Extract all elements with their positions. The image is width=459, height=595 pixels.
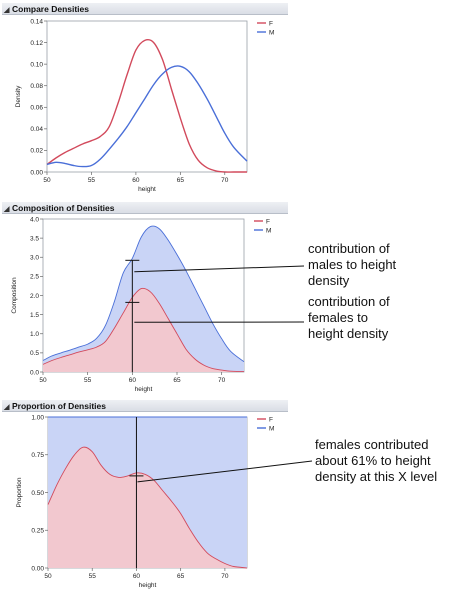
x-tick-label: 50 bbox=[43, 177, 51, 184]
y-tick-label: 1.00 bbox=[31, 414, 44, 421]
x-tick-label: 65 bbox=[177, 177, 185, 184]
y-tick-label: 0.5 bbox=[30, 350, 39, 357]
x-axis-label: height bbox=[138, 186, 156, 193]
y-tick-label: 1.0 bbox=[30, 331, 39, 338]
annotation-line: females to bbox=[308, 310, 368, 325]
x-tick-label: 55 bbox=[84, 377, 92, 384]
legend-label-M: M bbox=[266, 228, 271, 235]
x-tick-label: 60 bbox=[129, 377, 137, 384]
y-tick-label: 0.50 bbox=[31, 490, 44, 497]
y-tick-label: 0.00 bbox=[30, 169, 43, 176]
y-tick-label: 4.0 bbox=[30, 216, 39, 223]
series-line-M bbox=[46, 65, 248, 168]
annotation-line: males to height bbox=[308, 257, 397, 272]
plot-frame bbox=[46, 20, 248, 173]
annotation-females: contribution of females to height densit… bbox=[308, 294, 390, 342]
annotation-proportion: females contributed about 61% to height … bbox=[315, 437, 437, 485]
annotation-line: contribution of bbox=[308, 241, 390, 256]
y-tick-label: 1.5 bbox=[30, 312, 39, 319]
x-tick-label: 60 bbox=[133, 573, 141, 580]
x-tick-label: 70 bbox=[218, 377, 226, 384]
x-tick-label: 65 bbox=[177, 573, 185, 580]
panel-header-composition[interactable]: ◢ Composition of Densities bbox=[2, 202, 288, 214]
annotation-males: contribution of males to height density bbox=[308, 241, 396, 289]
y-axis-label: Density bbox=[15, 85, 22, 107]
annotation-line: density at this X level bbox=[315, 469, 438, 484]
x-tick-label: 50 bbox=[44, 573, 52, 580]
series-line-M bbox=[42, 225, 245, 363]
y-tick-label: 0.00 bbox=[31, 565, 44, 572]
callout-line-males bbox=[134, 265, 305, 273]
x-tick-label: 70 bbox=[221, 177, 229, 184]
annotation-line: females contributed bbox=[315, 437, 429, 452]
panel-header-compare[interactable]: ◢ Compare Densities bbox=[2, 3, 288, 15]
y-tick-label: 0.0 bbox=[30, 369, 39, 376]
x-tick-label: 65 bbox=[173, 377, 181, 384]
y-tick-label: 3.0 bbox=[30, 255, 39, 262]
x-axis-label: height bbox=[139, 582, 157, 589]
y-axis-label: Proportion bbox=[16, 477, 23, 507]
x-tick-label: 55 bbox=[88, 177, 96, 184]
panel-title: Composition of Densities bbox=[12, 203, 115, 213]
y-tick-label: 0.08 bbox=[30, 83, 43, 90]
panel-header-proportion[interactable]: ◢ Proportion of Densities bbox=[2, 400, 288, 412]
x-tick-label: 60 bbox=[132, 177, 140, 184]
y-tick-label: 0.14 bbox=[30, 18, 43, 25]
series-line-F bbox=[46, 39, 247, 173]
annotation-line: contribution of bbox=[308, 294, 390, 309]
x-tick-label: 55 bbox=[89, 573, 97, 580]
y-axis-label: Composition bbox=[11, 277, 18, 314]
series-line-F bbox=[42, 287, 245, 373]
y-tick-label: 0.04 bbox=[30, 126, 43, 133]
callout-line-proportion bbox=[137, 460, 313, 483]
disclosure-triangle-icon[interactable]: ◢ bbox=[4, 404, 10, 411]
y-tick-label: 0.10 bbox=[30, 61, 43, 68]
y-tick-label: 2.0 bbox=[30, 293, 39, 300]
annotation-line: about 61% to height bbox=[315, 453, 431, 468]
area-F bbox=[43, 288, 244, 372]
panel-title: Compare Densities bbox=[12, 4, 89, 14]
annotation-line: density bbox=[308, 273, 350, 288]
panel-title: Proportion of Densities bbox=[12, 401, 106, 411]
series-line-F bbox=[47, 446, 248, 569]
legend-label-M: M bbox=[269, 30, 274, 37]
disclosure-triangle-icon[interactable]: ◢ bbox=[4, 206, 10, 213]
area-M bbox=[48, 417, 247, 568]
y-tick-label: 0.06 bbox=[30, 105, 43, 112]
legend-label-F: F bbox=[269, 417, 273, 424]
y-tick-label: 3.5 bbox=[30, 235, 39, 242]
annotation-line: height density bbox=[308, 326, 389, 341]
legend-label-F: F bbox=[266, 219, 270, 226]
legend-label-M: M bbox=[269, 426, 274, 433]
y-tick-label: 0.25 bbox=[31, 528, 44, 535]
x-tick-label: 70 bbox=[221, 573, 229, 580]
area-M bbox=[43, 226, 244, 372]
area-F bbox=[48, 447, 247, 568]
disclosure-triangle-icon[interactable]: ◢ bbox=[4, 7, 10, 14]
y-tick-label: 2.5 bbox=[30, 274, 39, 281]
legend-label-F: F bbox=[269, 21, 273, 28]
x-axis-label: height bbox=[135, 386, 153, 393]
y-tick-label: 0.75 bbox=[31, 452, 44, 459]
y-tick-label: 0.02 bbox=[30, 148, 43, 155]
x-tick-label: 50 bbox=[39, 377, 47, 384]
y-tick-label: 0.12 bbox=[30, 40, 43, 47]
